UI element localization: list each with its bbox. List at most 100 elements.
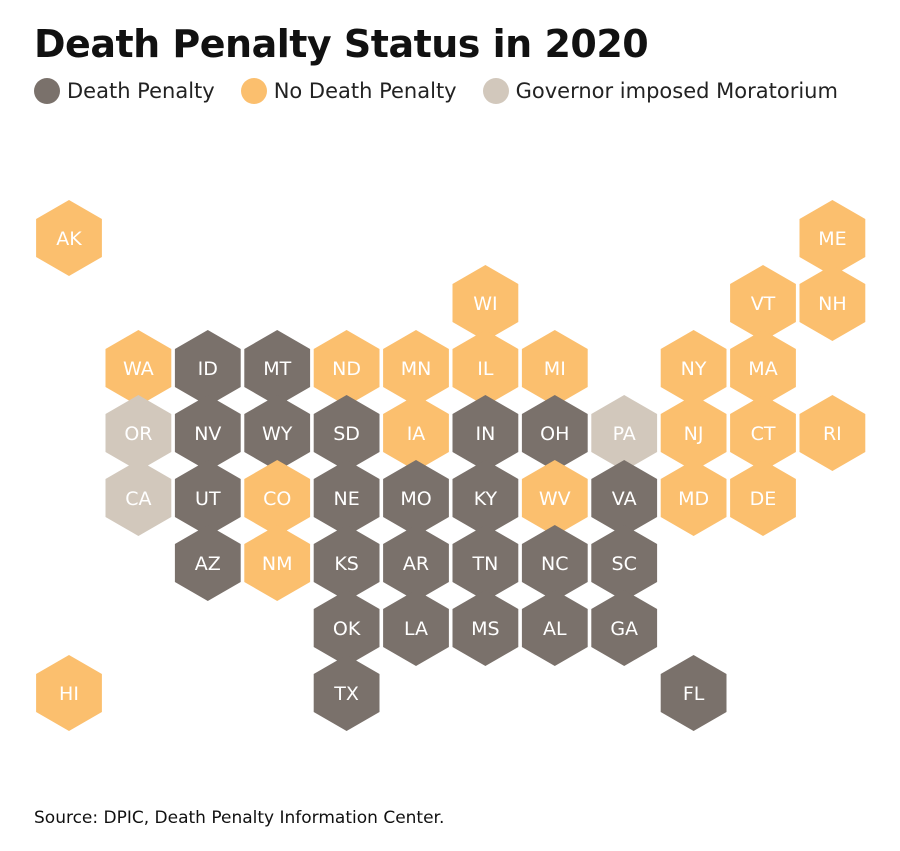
state-tile-mi: MI (521, 330, 588, 406)
state-hex-fl (660, 655, 727, 731)
state-hex-va (591, 460, 658, 536)
state-label-wa: WA (123, 358, 154, 380)
legend-swatch-no-death-penalty (240, 78, 267, 104)
state-tile-pa: PA (591, 395, 658, 471)
state-hex-mi (521, 330, 588, 406)
state-hex-id (174, 330, 241, 406)
map-title: Death Penalty Status in 2020 (34, 22, 649, 66)
state-tile-la: LA (383, 590, 449, 666)
state-tile-ct: CT (730, 395, 796, 471)
state-label-la: LA (404, 618, 428, 640)
state-tile-sd: SD (313, 395, 380, 471)
state-hex-nm (244, 525, 311, 601)
state-label-ms: MS (471, 618, 499, 640)
state-label-me: ME (818, 228, 846, 250)
state-hex-wy (244, 395, 311, 471)
state-label-ga: GA (610, 618, 638, 640)
state-hex-in (452, 395, 519, 471)
state-hex-nc (521, 525, 588, 601)
state-hex-ny (660, 330, 727, 406)
state-label-nj: NJ (684, 423, 704, 445)
state-label-tx: TX (333, 683, 359, 705)
state-hex-al (521, 590, 588, 666)
state-hex-ar (383, 525, 449, 601)
state-label-md: MD (678, 488, 709, 510)
state-hex-ct (730, 395, 796, 471)
state-label-sd: SD (333, 423, 360, 445)
state-label-oh: OH (540, 423, 569, 445)
state-tile-nv: NV (174, 395, 241, 471)
legend-item-no-death-penalty: No Death Penalty (240, 78, 457, 104)
state-tile-nm: NM (244, 525, 311, 601)
state-label-id: ID (198, 358, 218, 380)
state-hex-ri (799, 395, 866, 471)
state-label-ks: KS (334, 553, 359, 575)
state-tile-wa: WA (105, 330, 172, 406)
state-hex-ky (452, 460, 519, 536)
state-tile-va: VA (591, 460, 658, 536)
state-hex-wi (452, 265, 519, 341)
state-label-nd: ND (332, 358, 361, 380)
state-label-il: IL (477, 358, 494, 380)
state-label-wv: WV (539, 488, 571, 510)
state-tile-nh: NH (799, 265, 866, 341)
state-tile-ri: RI (799, 395, 866, 471)
state-label-pa: PA (613, 423, 636, 445)
state-tile-oh: OH (521, 395, 588, 471)
state-tile-wi: WI (452, 265, 519, 341)
state-hex-nv (174, 395, 241, 471)
state-tile-az: AZ (174, 525, 241, 601)
state-label-ct: CT (751, 423, 776, 445)
legend-swatch-moratorium (482, 78, 509, 104)
state-tile-ma: MA (730, 330, 796, 406)
state-hex-pa (591, 395, 658, 471)
state-hex-ga (591, 590, 658, 666)
state-label-fl: FL (683, 683, 705, 705)
state-label-vt: VT (751, 293, 776, 315)
state-hex-hi (36, 655, 102, 731)
state-tile-de: DE (730, 460, 796, 536)
state-label-mo: MO (400, 488, 431, 510)
state-tile-tn: TN (452, 525, 519, 601)
state-hex-sd (313, 395, 380, 471)
state-tile-co: CO (244, 460, 311, 536)
state-hex-md (660, 460, 727, 536)
state-label-ak: AK (56, 228, 82, 250)
state-tile-ca: CA (105, 460, 172, 536)
state-hex-nj (660, 395, 727, 471)
state-label-nm: NM (262, 553, 293, 575)
state-hex-vt (730, 265, 796, 341)
state-label-ny: NY (681, 358, 707, 380)
state-hex-mn (383, 330, 449, 406)
state-label-wy: WY (262, 423, 293, 445)
legend: Death Penalty No Death Penalty Governor … (34, 78, 864, 104)
state-label-mi: MI (544, 358, 566, 380)
state-tile-md: MD (660, 460, 727, 536)
state-hex-ms (452, 590, 519, 666)
state-hex-wa (105, 330, 172, 406)
state-hex-ne (313, 460, 380, 536)
state-tile-al: AL (521, 590, 588, 666)
state-tile-id: ID (174, 330, 241, 406)
state-tile-il: IL (452, 330, 519, 406)
state-tile-ky: KY (452, 460, 519, 536)
state-hex-mt (244, 330, 311, 406)
state-tile-ia: IA (383, 395, 449, 471)
state-label-in: IN (475, 423, 495, 445)
state-label-or: OR (124, 423, 152, 445)
state-label-nv: NV (194, 423, 221, 445)
state-tile-mt: MT (244, 330, 311, 406)
state-hex-de (730, 460, 796, 536)
state-hex-co (244, 460, 311, 536)
state-label-ky: KY (474, 488, 498, 510)
state-tile-ok: OK (313, 590, 380, 666)
state-label-ma: MA (748, 358, 777, 380)
state-hex-mo (383, 460, 449, 536)
state-hex-wv (521, 460, 588, 536)
state-hex-nd (313, 330, 380, 406)
state-tile-mo: MO (383, 460, 449, 536)
state-tile-ks: KS (313, 525, 380, 601)
state-tile-ne: NE (313, 460, 380, 536)
state-tile-fl: FL (660, 655, 727, 731)
